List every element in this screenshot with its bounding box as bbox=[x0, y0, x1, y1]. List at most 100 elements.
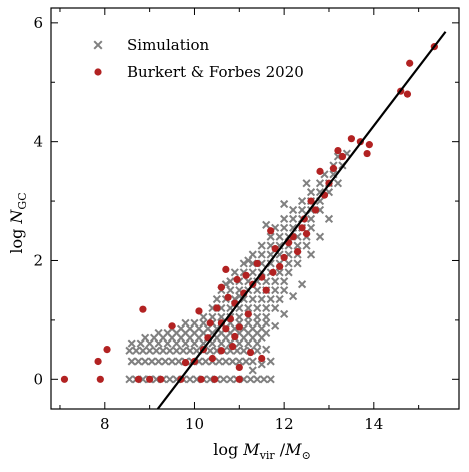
cross-stroke bbox=[257, 250, 266, 259]
cross-stroke bbox=[248, 357, 257, 366]
cross-stroke bbox=[302, 241, 311, 250]
simulation-point bbox=[246, 375, 255, 384]
cross-stroke bbox=[297, 205, 307, 215]
burkert-point bbox=[233, 275, 241, 284]
cross-stroke bbox=[199, 312, 208, 322]
burkert-point bbox=[276, 262, 284, 271]
simulation-point bbox=[206, 346, 215, 355]
cross-stroke bbox=[306, 214, 316, 224]
simulation-point bbox=[280, 309, 289, 319]
simulation-point bbox=[219, 375, 228, 384]
cross-stroke bbox=[253, 303, 262, 313]
cross-stroke bbox=[176, 324, 186, 333]
simulation-point bbox=[174, 357, 183, 366]
simulation-point bbox=[275, 294, 284, 304]
simulation-point bbox=[192, 346, 201, 355]
cross-stroke bbox=[280, 286, 289, 295]
cross-stroke bbox=[275, 294, 284, 304]
cross-stroke bbox=[165, 375, 174, 384]
cross-stroke bbox=[266, 232, 275, 241]
burkert-point bbox=[181, 359, 190, 367]
burkert-point bbox=[235, 323, 243, 331]
cross-stroke bbox=[280, 199, 289, 209]
cross-stroke bbox=[248, 294, 257, 304]
cross-stroke bbox=[239, 324, 248, 333]
cross-stroke bbox=[244, 277, 253, 286]
cross-stroke bbox=[257, 360, 266, 369]
cross-stroke bbox=[230, 268, 239, 277]
simulation-point bbox=[176, 324, 186, 333]
cross-stroke bbox=[275, 268, 284, 277]
cross-stroke bbox=[320, 170, 329, 179]
simulation-point bbox=[185, 346, 195, 355]
simulation-points-layer bbox=[125, 149, 352, 384]
simulation-point bbox=[253, 339, 262, 348]
cross-stroke bbox=[244, 303, 253, 313]
cross-stroke bbox=[271, 321, 280, 330]
burkert-point bbox=[244, 310, 252, 318]
simulation-point bbox=[293, 241, 302, 250]
simulation-point bbox=[293, 259, 302, 268]
cross-stroke bbox=[257, 294, 266, 304]
cross-stroke bbox=[181, 339, 190, 348]
cross-stroke bbox=[232, 346, 242, 355]
burkert-point bbox=[271, 245, 279, 253]
burkert-point bbox=[96, 375, 104, 383]
simulation-point bbox=[136, 339, 145, 348]
simulation-point bbox=[284, 268, 293, 277]
simulation-point bbox=[280, 286, 289, 295]
burkert-point bbox=[242, 271, 250, 279]
cross-stroke bbox=[165, 346, 174, 355]
cross-stroke bbox=[259, 375, 269, 384]
cross-stroke bbox=[257, 324, 266, 333]
cross-stroke bbox=[284, 259, 293, 268]
cross-stroke bbox=[194, 324, 204, 333]
cross-stroke bbox=[280, 309, 289, 319]
simulation-point bbox=[302, 241, 311, 250]
simulation-point bbox=[127, 357, 136, 366]
simulation-point bbox=[215, 357, 224, 366]
simulation-point bbox=[289, 205, 298, 215]
cross-stroke bbox=[271, 303, 280, 313]
simulation-point bbox=[248, 357, 257, 366]
cross-stroke bbox=[208, 339, 217, 348]
cross-stroke bbox=[275, 232, 284, 241]
simulation-point bbox=[138, 346, 148, 355]
cross-stroke bbox=[284, 268, 293, 277]
cross-stroke bbox=[289, 292, 298, 301]
cross-stroke bbox=[302, 179, 311, 188]
legend-simulation-marker bbox=[93, 40, 103, 50]
cross-stroke bbox=[163, 339, 172, 348]
simulation-point bbox=[158, 346, 168, 355]
cross-stroke bbox=[158, 346, 168, 355]
simulation-point bbox=[172, 339, 181, 348]
burkert-point bbox=[103, 345, 111, 354]
simulation-point bbox=[275, 268, 284, 277]
simulation-point bbox=[248, 250, 257, 259]
cross-stroke bbox=[138, 346, 148, 355]
cross-stroke bbox=[127, 357, 136, 366]
cross-stroke bbox=[145, 346, 154, 355]
simulation-point bbox=[257, 241, 266, 250]
simulation-point bbox=[141, 357, 150, 366]
simulation-point bbox=[253, 346, 262, 355]
cross-stroke bbox=[136, 339, 145, 348]
burkert-point bbox=[403, 90, 412, 98]
cross-stroke bbox=[297, 196, 307, 206]
simulation-point bbox=[154, 339, 163, 348]
cross-stroke bbox=[266, 250, 275, 259]
cross-stroke bbox=[226, 286, 235, 295]
cross-stroke bbox=[324, 214, 334, 224]
cross-stroke bbox=[275, 250, 284, 259]
legend-burkert-label: Burkert & Forbes 2020 bbox=[127, 63, 304, 81]
simulation-point bbox=[179, 346, 188, 355]
x-tick-label: 12 bbox=[275, 415, 294, 433]
burkert-point bbox=[293, 247, 302, 256]
burkert-point bbox=[406, 59, 414, 67]
cross-stroke bbox=[199, 339, 208, 348]
cross-stroke bbox=[253, 312, 262, 322]
simulation-point bbox=[230, 268, 239, 277]
cross-stroke bbox=[253, 346, 262, 355]
simulation-point bbox=[253, 303, 262, 313]
simulation-point bbox=[248, 324, 257, 333]
